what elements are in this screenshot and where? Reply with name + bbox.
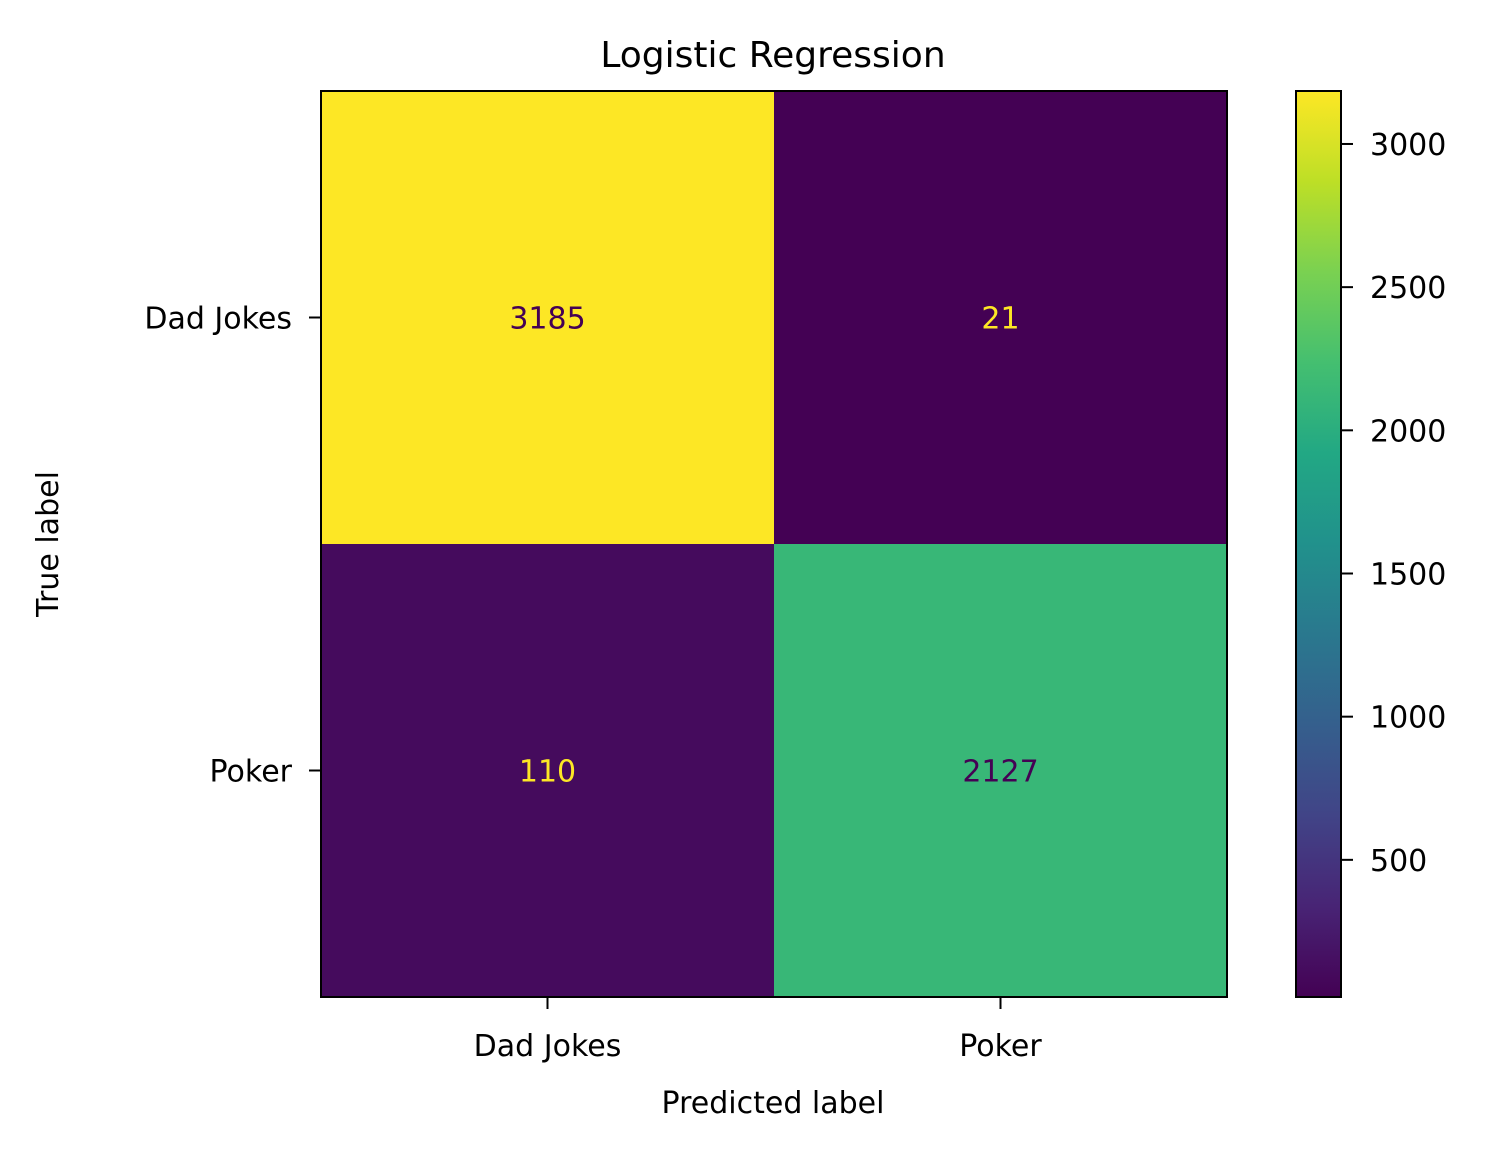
cell-value-label: 2127	[962, 755, 1038, 790]
heatmap-cell-labels: 3185 21 110 2127	[509, 302, 1038, 790]
plot-frame	[320, 90, 1228, 998]
y-tick-label: Poker	[210, 755, 293, 790]
chart-title: Logistic Regression	[600, 35, 945, 76]
heatmap-cells	[321, 91, 1227, 997]
colorbar-tick-label: 2500	[1370, 271, 1446, 306]
x-tick-label: Dad Jokes	[474, 1029, 622, 1064]
cell-value-label: 110	[519, 755, 576, 790]
y-axis-ticks: Dad Jokes Poker	[144, 302, 321, 790]
colorbar-tick-label: 500	[1370, 844, 1427, 879]
colorbar-tick-label: 1000	[1370, 701, 1446, 736]
y-tick-label: Dad Jokes	[144, 302, 292, 337]
x-axis-ticks: Dad Jokes Poker	[474, 997, 1042, 1064]
colorbar-tick-label: 1500	[1370, 557, 1446, 592]
x-axis-label: Predicted label	[662, 1086, 885, 1121]
heatmap-cell	[321, 544, 774, 997]
heatmap-cell	[774, 91, 1227, 544]
colorbar	[1295, 90, 1342, 998]
heatmap-cell	[774, 544, 1227, 997]
cell-value-label: 3185	[509, 302, 585, 337]
x-tick-label: Poker	[959, 1029, 1042, 1064]
y-axis-label: True label	[31, 471, 66, 618]
cell-value-label: 21	[981, 302, 1019, 337]
colorbar-tick-label: 3000	[1370, 128, 1446, 163]
colorbar-ticks: 500 1000 1500 2000 2500 3000	[1341, 128, 1446, 879]
colorbar-tick-label: 2000	[1370, 414, 1446, 449]
heatmap-cell	[321, 91, 774, 544]
